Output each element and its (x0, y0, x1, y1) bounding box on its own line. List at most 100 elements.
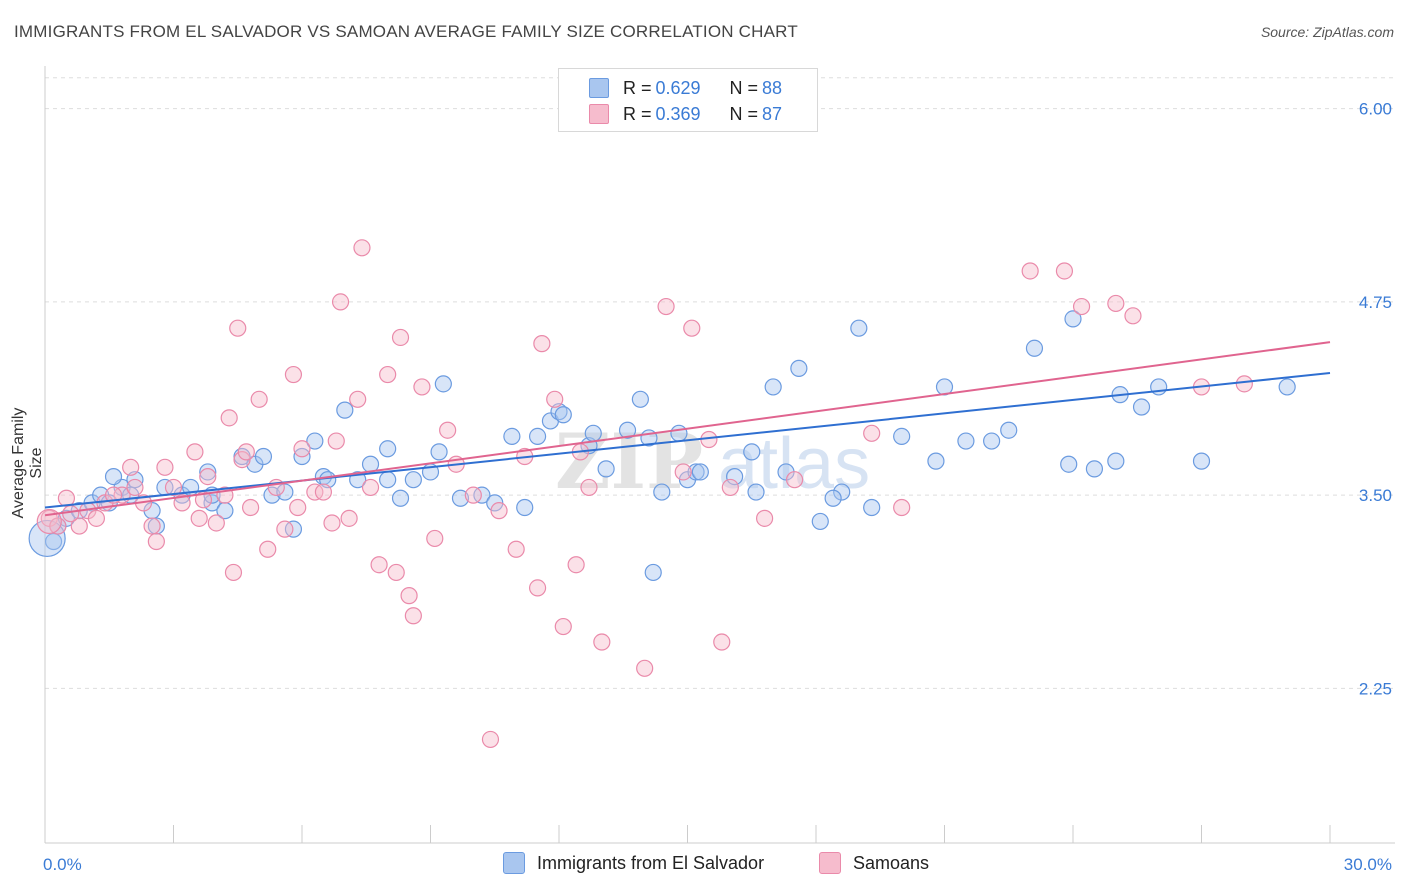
point-samoans (657, 297, 675, 316)
point-samoans (62, 505, 80, 523)
bottom-legend-swatch-blue (503, 852, 525, 874)
point-el-salvador (927, 452, 945, 470)
point-samoans (755, 509, 774, 527)
point-el-salvador (893, 427, 911, 446)
point-el-salvador (379, 471, 397, 489)
point-samoans (284, 365, 303, 384)
point-samoans (242, 498, 260, 517)
point-samoans (147, 532, 165, 551)
legend-swatch-blue (589, 78, 609, 98)
point-samoans (276, 520, 294, 538)
point-el-salvador (404, 471, 422, 489)
legend-swatch-pink (589, 104, 609, 124)
point-el-salvador (516, 498, 534, 517)
point-samoans (683, 319, 701, 337)
point-samoans (87, 509, 106, 527)
watermark-atlas: atlas (718, 424, 870, 504)
legend-r-value: 0.629 (655, 77, 701, 98)
point-el-salvador (104, 467, 123, 486)
point-samoans (481, 730, 500, 749)
point-samoans (70, 517, 88, 535)
bottom-legend-label: Immigrants from El Salvador (537, 852, 765, 873)
point-samoans (533, 335, 551, 353)
legend-row-el-salvador: R = 0.629 N = 88 (559, 75, 782, 101)
point-el-salvador (957, 432, 975, 450)
point-el-salvador (1085, 460, 1104, 478)
point-samoans (164, 478, 183, 497)
point-el-salvador (726, 467, 744, 486)
legend-n-value: 88 (762, 77, 783, 98)
point-samoans (224, 563, 243, 582)
point-el-salvador (644, 563, 662, 582)
point-samoans (400, 587, 418, 605)
point-el-salvador (687, 463, 705, 481)
trend-line-samoans (44, 341, 1331, 517)
legend-n-label: N = (729, 103, 759, 124)
trend-line-el-salvador (44, 372, 1331, 509)
point-samoans (713, 633, 731, 651)
chart-title: IMMIGRANTS FROM EL SALVADOR VS SAMOAN AV… (14, 22, 798, 41)
point-samoans (353, 239, 371, 257)
y-tick-label: 3.50 (1359, 486, 1392, 505)
tick-labels: 2.25 3.50 4.75 6.00 0.0% 30.0% (43, 100, 1392, 874)
point-samoans (361, 478, 380, 497)
point-samoans (893, 498, 911, 517)
point-samoans (721, 478, 739, 497)
point-el-salvador (850, 319, 868, 337)
point-samoans (207, 514, 225, 532)
point-samoans (580, 478, 598, 497)
point-samoans (190, 509, 208, 527)
point-samoans (674, 463, 692, 481)
y-tick-label: 4.75 (1359, 293, 1392, 312)
correlation-legend: R = 0.629 N = 88 R = 0.369 N = 87 (558, 68, 818, 132)
point-samoans (546, 390, 564, 408)
legend-r-value: 0.369 (655, 103, 701, 124)
point-samoans (593, 633, 611, 651)
point-samoans (1107, 294, 1125, 313)
point-el-salvador (811, 512, 829, 531)
point-el-salvador (653, 483, 671, 501)
point-samoans (156, 458, 174, 476)
point-el-salvador (833, 483, 851, 501)
y-tick-label: 2.25 (1359, 679, 1392, 698)
point-el-salvador (743, 443, 761, 461)
point-el-salvador (434, 375, 452, 393)
point-samoans (1072, 297, 1091, 316)
bottom-legend-el-salvador: Immigrants from El Salvador (503, 852, 764, 874)
legend-r-label: R = (623, 77, 652, 98)
point-el-salvador (554, 406, 572, 424)
point-el-salvador (28, 519, 66, 558)
point-el-salvador (430, 443, 448, 461)
point-samoans (863, 424, 881, 442)
legend-row-samoans: R = 0.369 N = 87 (559, 101, 782, 127)
point-samoans (327, 432, 345, 450)
point-samoans (220, 409, 238, 427)
point-el-salvador (983, 432, 1001, 450)
point-el-salvador (44, 532, 63, 551)
point-el-salvador (584, 424, 602, 442)
point-el-salvador (254, 447, 273, 466)
point-el-salvador (1107, 452, 1125, 470)
point-samoans (391, 328, 410, 347)
point-samoans (785, 471, 804, 489)
point-samoans (173, 494, 191, 512)
point-samoans (370, 556, 388, 574)
point-el-salvador (276, 483, 294, 501)
point-samoans (464, 486, 482, 504)
zipatlas-watermark: ZIP atlas (555, 417, 870, 506)
point-el-salvador (391, 489, 410, 507)
point-samoans (293, 440, 311, 458)
point-el-salvador (451, 489, 470, 507)
point-el-salvador (790, 359, 808, 377)
point-samoans (507, 540, 525, 558)
point-samoans (439, 421, 457, 439)
point-el-salvador (1060, 455, 1078, 473)
trend-lines (44, 341, 1331, 517)
point-samoans (426, 529, 444, 548)
bottom-legend-swatch-pink (819, 852, 841, 874)
point-samoans (349, 390, 367, 408)
point-el-salvador (670, 424, 688, 442)
point-samoans (387, 563, 405, 582)
watermark-zip: ZIP (555, 417, 703, 506)
point-el-salvador (824, 489, 842, 507)
